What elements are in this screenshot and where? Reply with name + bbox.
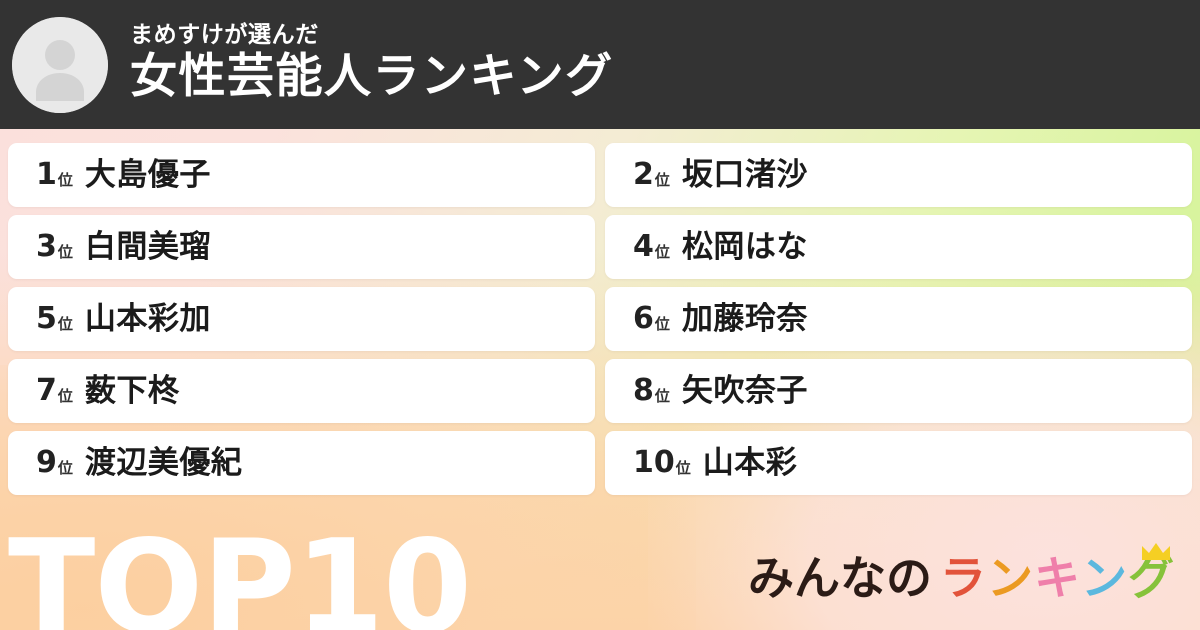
rank-number: 4 <box>633 229 654 264</box>
header-text-block: まめすけが選んだ 女性芸能人ランキング <box>130 23 614 105</box>
crown-icon <box>1142 543 1170 560</box>
rank-unit-label: 位 <box>57 386 73 405</box>
logo-char-3: ン <box>1081 551 1127 605</box>
rank-number: 7 <box>36 373 57 408</box>
ranking-item-name: 白間美瑠 <box>84 228 211 265</box>
rank-number: 9 <box>36 445 57 480</box>
logo-text-dark: みんなの <box>748 551 932 605</box>
header-bar: まめすけが選んだ 女性芸能人ランキング <box>0 0 1200 129</box>
ranking-item[interactable]: 8 位矢吹奈子 <box>605 359 1192 423</box>
ranking-item-name: 渡辺美優紀 <box>84 444 243 481</box>
ranking-item-name: 坂口渚沙 <box>681 156 808 193</box>
rank-number: 3 <box>36 229 57 264</box>
ranking-item[interactable]: 9 位渡辺美優紀 <box>8 431 595 495</box>
rank-unit-label: 位 <box>675 458 691 477</box>
rank-unit-label: 位 <box>57 458 73 477</box>
ranking-item[interactable]: 6 位加藤玲奈 <box>605 287 1192 351</box>
ranking-item-name: 矢吹奈子 <box>681 372 808 409</box>
logo-char-2: キ <box>1034 551 1080 605</box>
rank-number: 5 <box>36 301 57 336</box>
ranking-item[interactable]: 10 位山本彩 <box>605 431 1192 495</box>
ranking-item[interactable]: 7 位薮下柊 <box>8 359 595 423</box>
logo-char-0: ラ <box>940 551 986 605</box>
ranking-list: 1 位大島優子 2 位坂口渚沙 3 位白間美瑠 4 位松岡はな 5 位山本彩加 6 位加藤玲奈 7 位薮下… <box>8 143 1192 495</box>
ranking-item-name: 加藤玲奈 <box>681 300 808 337</box>
ranking-item-name: 山本彩 <box>702 444 798 481</box>
ranking-item[interactable]: 4 位松岡はな <box>605 215 1192 279</box>
minna-no-ranking-logo[interactable]: みんなの ランキング <box>748 542 1178 608</box>
rank-number: 6 <box>633 301 654 336</box>
rank-unit-label: 位 <box>57 170 73 189</box>
rank-number: 2 <box>633 157 654 192</box>
ranking-item-name: 松岡はな <box>681 228 808 265</box>
ranking-item[interactable]: 1 位大島優子 <box>8 143 595 207</box>
user-avatar-placeholder-icon <box>12 16 108 113</box>
rank-unit-label: 位 <box>654 314 670 333</box>
rank-unit-label: 位 <box>57 314 73 333</box>
ranking-item[interactable]: 3 位白間美瑠 <box>8 215 595 279</box>
rank-number: 10 <box>633 445 675 480</box>
header-subtitle: まめすけが選んだ <box>130 22 319 49</box>
ranking-item[interactable]: 5 位山本彩加 <box>8 287 595 351</box>
ranking-item-name: 山本彩加 <box>84 300 211 337</box>
rank-unit-label: 位 <box>57 242 73 261</box>
top10-label: TOP10 <box>8 513 472 630</box>
ranking-item-name: 薮下柊 <box>84 372 180 409</box>
rank-unit-label: 位 <box>654 386 670 405</box>
rank-unit-label: 位 <box>654 242 670 261</box>
logo-text-colored: ランキング <box>940 551 1174 605</box>
rank-number: 1 <box>36 157 57 192</box>
page-title: 女性芸能人ランキング <box>130 49 614 105</box>
ranking-item[interactable]: 2 位坂口渚沙 <box>605 143 1192 207</box>
logo-char-1: ン <box>987 551 1033 605</box>
rank-number: 8 <box>633 373 654 408</box>
rank-unit-label: 位 <box>654 170 670 189</box>
ranking-item-name: 大島優子 <box>84 156 211 193</box>
